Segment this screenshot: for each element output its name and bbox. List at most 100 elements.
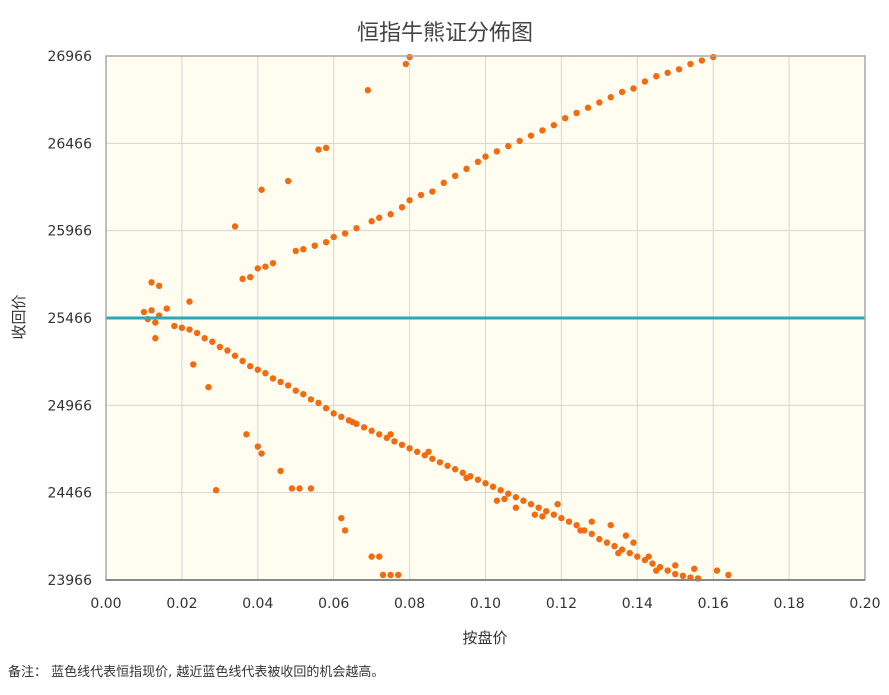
data-point [630,539,637,546]
data-point [520,497,527,504]
y-axis-ticks: 23966 24466 24966 25466 25966 26466 26966 [47,49,92,589]
data-point [212,487,220,494]
data-point [698,57,706,64]
y-tick-label: 25966 [47,224,92,240]
data-point [330,410,337,417]
data-point [550,511,558,518]
data-point [607,94,614,101]
data-point [239,275,246,283]
data-point [505,490,512,497]
data-point [171,322,178,330]
data-point [607,521,614,529]
data-point [300,245,307,253]
data-point [315,146,322,153]
data-point [338,514,345,522]
data-point [152,335,159,342]
data-point [406,445,413,452]
data-point [653,73,660,80]
data-point [474,158,482,166]
data-point [463,165,470,173]
data-point [391,438,398,445]
data-point [398,441,406,449]
data-point [315,399,322,407]
x-tick-label: 0.08 [394,596,425,612]
data-point [379,571,387,579]
data-point [645,553,652,560]
data-point [584,104,592,111]
data-point [539,127,546,134]
y-tick-label: 24466 [47,486,92,502]
data-point [368,218,375,225]
data-point [216,343,224,351]
data-point [406,53,413,61]
data-point [527,500,535,508]
data-point [353,225,360,232]
footnote: 备注： 蓝色线代表恒指现价, 越近蓝色线代表被收回的机会越高。 [8,665,385,680]
data-point [630,85,637,92]
data-point [338,413,345,421]
data-point [653,567,660,574]
data-point [649,560,656,567]
data-point [493,497,501,504]
data-point [588,518,595,525]
data-point [269,259,277,267]
data-point [254,443,261,450]
x-axis-ticks: 0.00 0.02 0.04 0.06 0.08 0.10 0.12 0.14 0.16 0.18… [90,596,880,612]
data-point [296,485,303,492]
y-tick-label: 24966 [47,398,92,414]
y-tick-label: 25466 [47,311,92,327]
data-point [622,532,630,539]
data-point [178,324,186,331]
data-point [482,153,489,160]
data-point [258,450,265,457]
data-point [691,565,698,573]
data-point [615,549,622,557]
x-tick-label: 0.10 [470,596,501,612]
data-point [349,418,356,426]
data-point [554,500,561,508]
data-point [155,282,163,290]
data-point [152,319,159,326]
data-point [395,571,402,579]
data-point [292,247,299,255]
data-point [687,60,694,68]
data-point [725,571,732,579]
data-point [451,172,459,180]
data-point [387,571,394,579]
data-point [288,485,296,492]
data-point [565,518,573,525]
data-point [611,542,618,550]
data-point [482,480,489,487]
y-tick-label: 23966 [47,573,92,589]
data-point [672,570,679,578]
data-point [679,572,687,580]
data-point [497,487,504,494]
x-tick-label: 0.20 [849,596,880,612]
x-tick-label: 0.12 [546,596,577,612]
data-point [284,177,292,185]
data-point [596,99,603,106]
x-axis-title: 按盘价 [462,629,507,647]
data-point [387,431,394,438]
data-point [322,404,330,412]
data-point [311,242,318,249]
data-point [429,188,436,195]
data-point [641,78,649,85]
data-point [535,504,542,511]
data-point [436,459,444,466]
data-point [148,307,155,314]
data-point [573,109,580,117]
data-point [258,186,265,193]
x-tick-label: 0.14 [622,596,653,612]
data-point [376,553,383,560]
data-point [558,514,565,522]
data-point [140,308,148,316]
data-point [664,567,671,574]
data-point [262,263,269,270]
data-point [186,298,193,305]
data-point [463,474,470,482]
data-point [277,467,284,475]
y-tick-label: 26466 [47,136,92,152]
